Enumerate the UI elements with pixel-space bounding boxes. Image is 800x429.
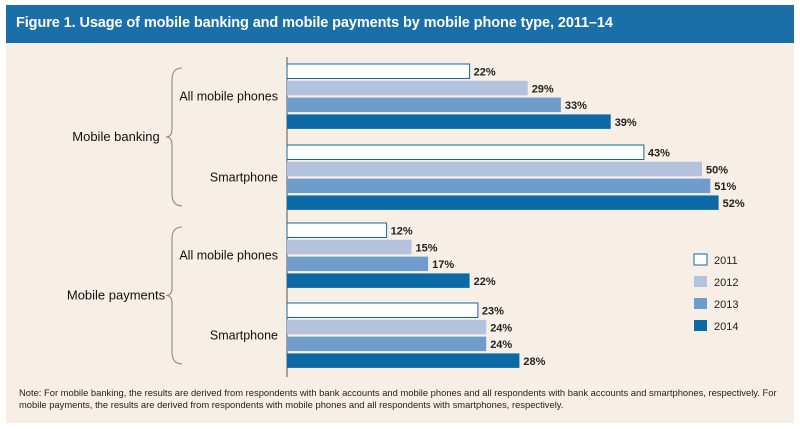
bar-2011 bbox=[286, 63, 471, 79]
bar-chart: Mobile banking All mobile phones 22% 29% 33%… bbox=[67, 57, 745, 377]
legend-swatch-2011 bbox=[693, 253, 708, 266]
group-bracket bbox=[165, 226, 183, 365]
category-label: Smartphone bbox=[210, 170, 278, 184]
figure-panel: Figure 1. Usage of mobile banking and mo… bbox=[6, 5, 794, 423]
bar-2013 bbox=[287, 336, 487, 352]
bar-2013 bbox=[287, 97, 561, 113]
legend-swatch-2013 bbox=[694, 298, 707, 309]
bar-value-label: 12% bbox=[391, 226, 413, 238]
bar-value-label: 24% bbox=[490, 339, 512, 351]
figure-title: Figure 1. Usage of mobile banking and mo… bbox=[16, 15, 613, 31]
bar-value-label: 22% bbox=[474, 276, 496, 288]
legend-label: 2011 bbox=[714, 255, 738, 267]
bar-value-label: 15% bbox=[416, 242, 438, 254]
footnote: Note: For mobile banking, the results ar… bbox=[19, 387, 777, 410]
bar-2011 bbox=[286, 222, 388, 238]
bar-2014 bbox=[287, 195, 719, 210]
group-label: Mobile banking bbox=[72, 129, 159, 144]
bar-value-label: 39% bbox=[615, 117, 637, 129]
bar-2014 bbox=[287, 114, 611, 129]
group-label: Mobile payments bbox=[67, 287, 166, 302]
bar-value-label: 51% bbox=[714, 181, 736, 193]
bar-2014 bbox=[287, 273, 470, 288]
bar-2013 bbox=[287, 256, 429, 272]
category-label: Smartphone bbox=[210, 328, 278, 342]
bar-value-label: 28% bbox=[523, 356, 545, 368]
bar-value-label: 29% bbox=[532, 83, 554, 95]
bar-2012 bbox=[287, 239, 412, 255]
bar-value-label: 52% bbox=[723, 198, 745, 210]
bar-2011 bbox=[286, 302, 479, 318]
category-label: All mobile phones bbox=[179, 89, 278, 103]
category-label: All mobile phones bbox=[179, 248, 278, 262]
legend-label: 2014 bbox=[714, 321, 738, 333]
legend-swatch-2014 bbox=[694, 320, 707, 331]
bar-value-label: 50% bbox=[706, 164, 728, 176]
bar-value-label: 22% bbox=[474, 67, 496, 79]
bar-2012 bbox=[287, 80, 528, 96]
group-bracket bbox=[165, 67, 183, 207]
bar-value-label: 17% bbox=[432, 259, 454, 271]
bar-2013 bbox=[287, 178, 711, 194]
legend-swatch-2012 bbox=[694, 276, 707, 287]
bar-value-label: 43% bbox=[648, 148, 670, 160]
bar-value-label: 24% bbox=[490, 322, 512, 334]
bar-2011 bbox=[286, 144, 645, 160]
bar-2012 bbox=[287, 319, 487, 335]
bar-2014 bbox=[287, 353, 520, 368]
bar-value-label: 23% bbox=[482, 306, 504, 318]
bar-value-label: 33% bbox=[565, 100, 587, 112]
title-bar: Figure 1. Usage of mobile banking and mo… bbox=[6, 5, 794, 43]
legend-label: 2013 bbox=[714, 299, 738, 311]
bar-2012 bbox=[287, 161, 702, 177]
legend-label: 2012 bbox=[714, 277, 738, 289]
